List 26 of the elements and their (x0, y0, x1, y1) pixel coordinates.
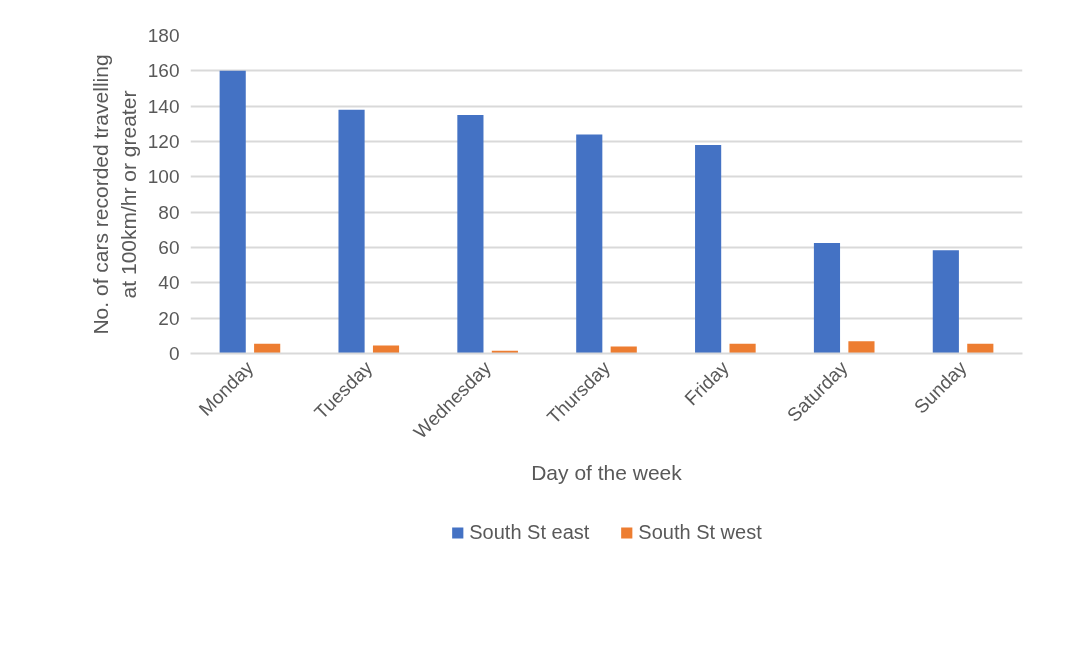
y-tick-label: 120 (147, 131, 180, 152)
legend-label: South St east (469, 520, 590, 544)
bar (967, 343, 994, 354)
y-tick-label: 160 (147, 60, 180, 82)
y-axis-title: No. of cars recorded travelling at 100km/hr or greater (89, 54, 140, 335)
bar (576, 134, 603, 354)
bar (457, 115, 484, 354)
y-tick-label: 20 (158, 307, 180, 329)
bar (219, 70, 246, 354)
y-tick-label: 60 (158, 237, 180, 258)
x-axis-title: Day of the week (531, 461, 683, 485)
y-tick-label: 100 (147, 166, 180, 188)
y-tick-label: 80 (158, 201, 180, 223)
y-tick-label: 180 (147, 25, 180, 46)
bar (338, 109, 365, 354)
bar (848, 341, 875, 354)
y-tick-label: 40 (158, 272, 180, 294)
bar (729, 343, 756, 354)
y-tick-label: 140 (147, 95, 180, 117)
bar (932, 250, 959, 354)
bar (610, 346, 637, 354)
bar (254, 343, 281, 354)
bar (813, 243, 841, 354)
bar (695, 145, 722, 354)
legend-label: South St west (638, 520, 762, 544)
y-tick-label: 0 (168, 343, 180, 364)
